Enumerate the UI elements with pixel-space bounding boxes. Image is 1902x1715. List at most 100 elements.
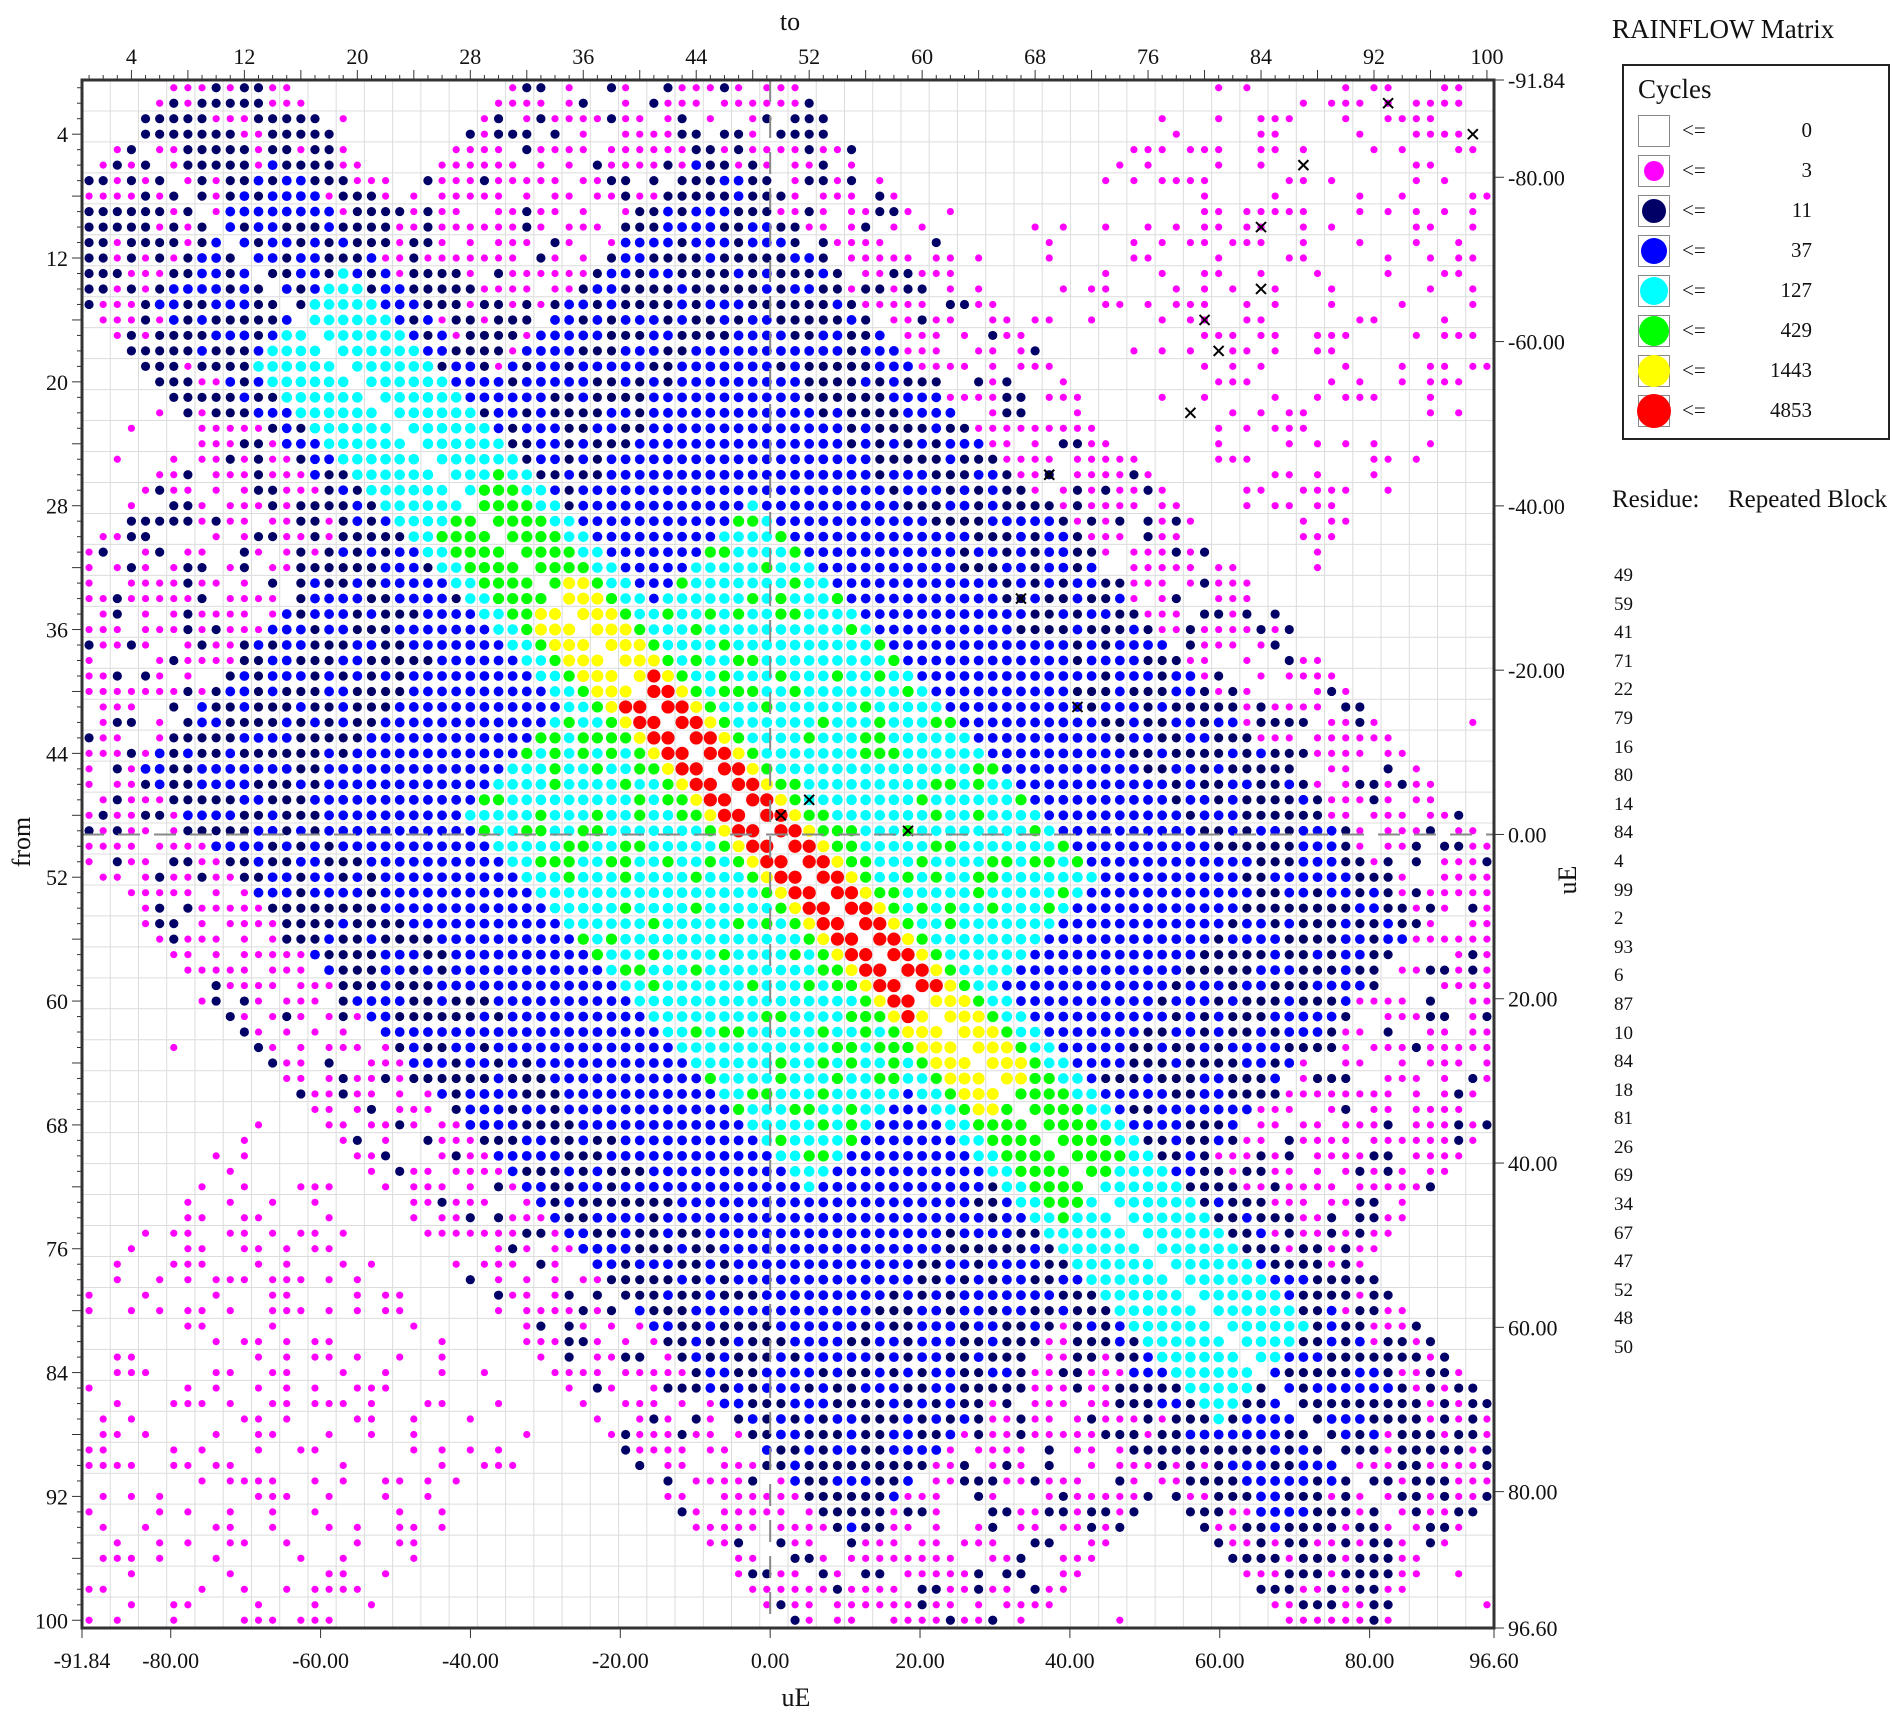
matrix-cell <box>1312 1011 1323 1022</box>
matrix-cell <box>1440 130 1449 138</box>
matrix-cell <box>466 269 474 278</box>
matrix-cell <box>466 192 474 200</box>
matrix-cell <box>1327 1042 1337 1053</box>
matrix-cell <box>408 810 419 821</box>
matrix-cell <box>844 886 859 900</box>
matrix-cell <box>592 500 603 511</box>
matrix-cell <box>156 796 164 804</box>
matrix-cell <box>536 1073 546 1084</box>
matrix-cell <box>1469 873 1477 881</box>
matrix-cell <box>846 608 857 620</box>
matrix-cell <box>1030 501 1040 511</box>
matrix-cell <box>916 1041 929 1054</box>
matrix-cell <box>677 176 687 186</box>
matrix-cell <box>465 330 475 341</box>
matrix-cell <box>1383 1027 1393 1037</box>
matrix-cell <box>1340 918 1351 929</box>
matrix-cell <box>776 469 786 480</box>
matrix-cell <box>846 299 857 310</box>
matrix-cell <box>1243 625 1251 634</box>
matrix-cell <box>733 361 744 372</box>
matrix-cell <box>141 625 150 634</box>
matrix-cell <box>492 562 505 574</box>
matrix-cell <box>1072 794 1083 805</box>
matrix-cell <box>155 872 165 882</box>
matrix-cell <box>636 161 644 169</box>
matrix-cell <box>1086 934 1097 945</box>
matrix-cell <box>903 516 913 527</box>
matrix-cell <box>183 377 193 387</box>
matrix-cell <box>862 300 870 309</box>
matrix-cell <box>1256 1011 1266 1022</box>
matrix-cell <box>183 516 193 526</box>
matrix-cell <box>437 733 447 743</box>
matrix-cell <box>577 592 590 605</box>
matrix-cell <box>521 949 532 960</box>
matrix-cell <box>422 376 434 388</box>
matrix-cell <box>689 762 703 776</box>
matrix-cell <box>536 346 546 356</box>
matrix-cell <box>423 748 433 759</box>
matrix-cell <box>902 763 914 775</box>
matrix-cell <box>1171 1027 1182 1037</box>
matrix-cell <box>113 625 121 634</box>
matrix-cell <box>1242 764 1252 774</box>
matrix-cell <box>1227 872 1238 883</box>
matrix-cell <box>691 423 702 434</box>
matrix-cell <box>577 732 589 744</box>
matrix-cell <box>310 501 320 511</box>
matrix-cell <box>1143 810 1153 821</box>
matrix-cell <box>1411 919 1421 929</box>
matrix-cell <box>381 192 390 200</box>
matrix-cell <box>860 1042 871 1053</box>
matrix-cell <box>1058 609 1069 619</box>
matrix-cell <box>833 192 842 200</box>
matrix-cell <box>831 840 844 852</box>
matrix-cell <box>353 1012 361 1021</box>
matrix-cell <box>85 842 93 850</box>
matrix-cell <box>466 161 474 169</box>
matrix-cell <box>423 980 433 991</box>
matrix-cell <box>802 855 816 869</box>
matrix-cell <box>747 469 758 480</box>
matrix-cell <box>1114 1058 1125 1068</box>
matrix-cell <box>296 501 306 511</box>
matrix-cell <box>324 1058 334 1068</box>
matrix-cell <box>493 903 504 914</box>
matrix-cell <box>789 778 801 790</box>
matrix-cell <box>1072 609 1083 619</box>
matrix-cell <box>211 996 221 1006</box>
matrix-cell <box>1426 115 1435 123</box>
matrix-cell <box>930 964 943 977</box>
matrix-cell <box>874 1057 886 1069</box>
matrix-cell <box>1298 1042 1308 1053</box>
matrix-cell <box>606 964 617 976</box>
matrix-cell <box>1312 825 1323 836</box>
matrix-cell <box>959 763 970 775</box>
matrix-cell <box>1440 84 1449 92</box>
matrix-cell <box>606 485 617 496</box>
matrix-cell <box>297 99 305 107</box>
matrix-cell <box>832 299 843 310</box>
matrix-cell <box>535 732 547 744</box>
matrix-cell <box>339 1043 347 1052</box>
matrix-cell <box>253 407 264 418</box>
matrix-cell <box>876 238 884 247</box>
matrix-cell <box>945 470 955 480</box>
matrix-cell <box>762 191 772 201</box>
matrix-cell <box>888 871 900 883</box>
matrix-cell <box>676 825 688 837</box>
matrix-cell <box>818 408 828 418</box>
matrix-cell <box>1102 455 1110 463</box>
matrix-cell <box>380 996 391 1006</box>
matrix-cell <box>282 779 292 789</box>
matrix-cell <box>733 562 744 573</box>
matrix-cell <box>804 299 814 310</box>
matrix-cell <box>578 423 588 433</box>
matrix-cell <box>423 655 433 666</box>
matrix-cell <box>1243 207 1251 216</box>
matrix-cell <box>818 346 829 356</box>
matrix-cell <box>1015 887 1027 898</box>
matrix-cell <box>1185 980 1196 991</box>
matrix-cell <box>888 732 900 744</box>
